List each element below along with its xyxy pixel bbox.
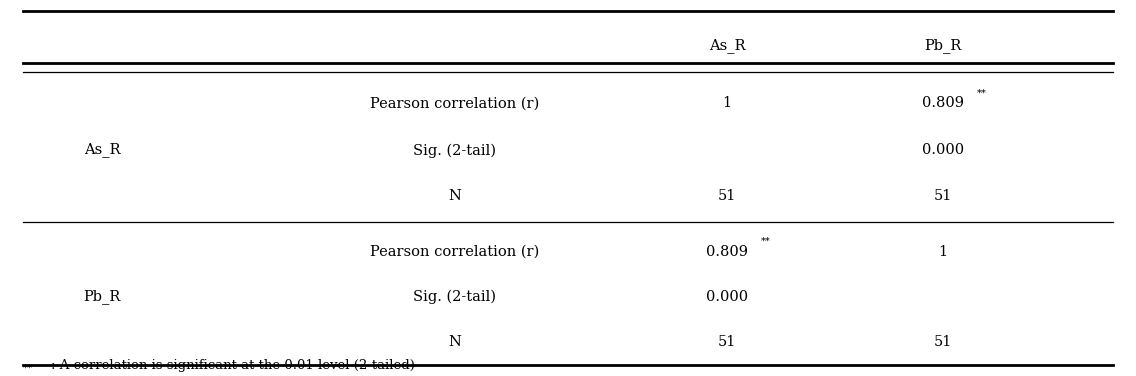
Text: **: ** [977, 88, 987, 97]
Text: : A correlation is significant at the 0.01 level (2-tailed): : A correlation is significant at the 0.… [51, 359, 415, 372]
Text: N: N [448, 188, 461, 203]
Text: Pb_R: Pb_R [925, 38, 961, 53]
Text: Pearson correlation (r): Pearson correlation (r) [370, 245, 538, 259]
Text: **: ** [761, 237, 771, 246]
Text: 0.000: 0.000 [705, 290, 749, 304]
Text: 51: 51 [718, 335, 736, 349]
Text: As_R: As_R [84, 142, 120, 157]
Text: Pearson correlation (r): Pearson correlation (r) [370, 96, 538, 111]
Text: Sig. (2-tail): Sig. (2-tail) [412, 143, 496, 158]
Text: **: ** [23, 363, 33, 372]
Text: N: N [448, 335, 461, 349]
Text: 51: 51 [934, 188, 952, 203]
Text: 0.000: 0.000 [921, 143, 964, 158]
Text: Pb_R: Pb_R [84, 290, 120, 305]
Text: 1: 1 [722, 96, 732, 111]
Text: 0.809: 0.809 [707, 245, 747, 259]
Text: 1: 1 [938, 245, 947, 259]
Text: 0.809: 0.809 [922, 96, 963, 111]
Text: 51: 51 [718, 188, 736, 203]
Text: Sig. (2-tail): Sig. (2-tail) [412, 290, 496, 304]
Text: 51: 51 [934, 335, 952, 349]
Text: As_R: As_R [709, 38, 745, 53]
